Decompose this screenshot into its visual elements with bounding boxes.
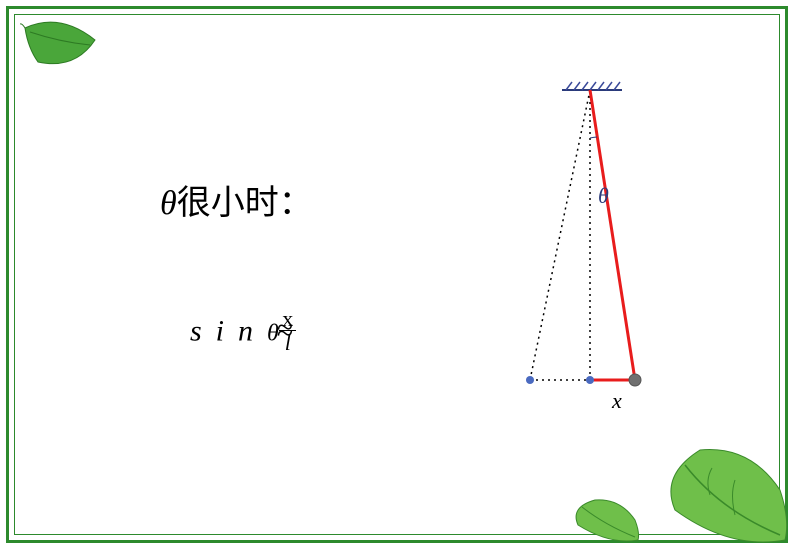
leaf-bottom-right-big: [640, 440, 790, 545]
main-text: θ很小时：: [160, 175, 313, 224]
leaf-bottom-right-small: [560, 495, 640, 545]
eq-sin: sin: [190, 314, 267, 347]
eq-frac: xl: [279, 308, 296, 355]
leaf-top-left: [20, 20, 110, 80]
theta-label: θ: [598, 183, 609, 209]
eq-num: x: [279, 308, 296, 331]
equation: sinθ≈xl: [190, 310, 316, 357]
pendulum-diagram: [460, 80, 680, 420]
main-rest: 很小时：: [177, 185, 313, 222]
eq-den: l: [279, 331, 296, 355]
x-label: x: [612, 388, 622, 414]
theta-symbol: θ: [160, 185, 177, 222]
